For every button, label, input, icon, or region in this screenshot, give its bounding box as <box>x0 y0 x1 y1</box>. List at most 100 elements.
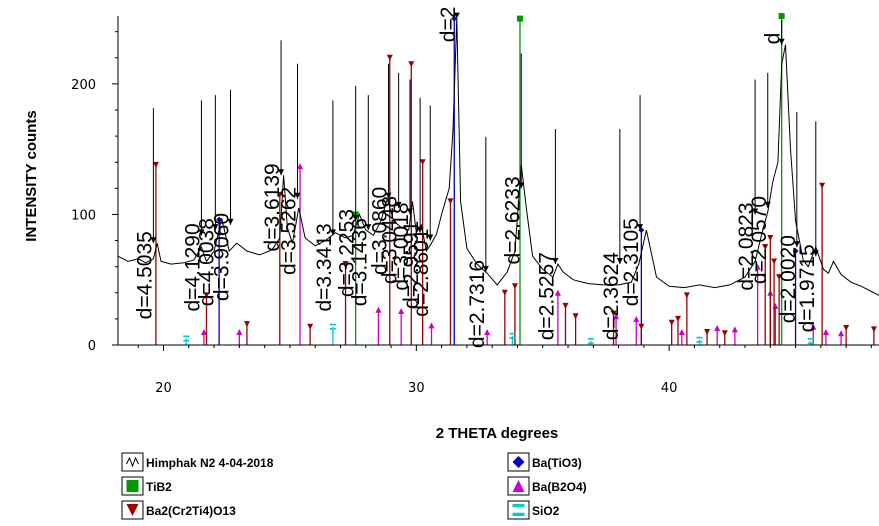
peak-marker-label: d=3.0448 <box>379 196 402 284</box>
peak-marker-label: d=2.6233 <box>501 176 524 264</box>
ref-symbol-ba2-cr2ti4-o13 <box>408 61 415 68</box>
peak-marker-arrow <box>395 201 402 208</box>
ref-symbol-ba2-cr2ti4-o13 <box>721 330 728 337</box>
ref-symbol-ba-b2o4 <box>554 289 561 296</box>
legend-label: SiO2 <box>532 504 560 518</box>
ref-symbol-ba-b2o4 <box>398 308 405 315</box>
peak-marker-arrow <box>552 258 559 265</box>
peak-marker-arrow <box>616 258 623 265</box>
ref-symbol-ba-b2o4 <box>428 322 435 329</box>
peak-marker-label: d=2 <box>437 7 460 43</box>
x-tick-label: 30 <box>408 381 425 396</box>
legend-box <box>507 500 530 520</box>
legend-symbol-hline <box>512 504 525 516</box>
ref-symbol-ba-b2o4 <box>731 326 738 333</box>
ref-symbol-ba2-cr2ti4-o13 <box>675 315 682 322</box>
peak-marker-arrow <box>793 241 800 248</box>
ref-symbol-ba-b2o4 <box>838 330 845 337</box>
peak-marker-arrow <box>752 208 759 215</box>
ref-symbol-ba2-cr2ti4-o13 <box>511 283 518 290</box>
peak-marker-arrow <box>150 237 157 244</box>
x-axis-title: 2 THETA degrees <box>436 425 559 442</box>
peak-marker-arrow <box>778 38 785 45</box>
peak-marker-label: d=3.1436 <box>348 218 371 306</box>
ref-symbol-ba-b2o4 <box>754 263 761 270</box>
peak-marker-arrow <box>278 169 285 176</box>
peak-marker-arrow <box>637 224 644 231</box>
peak-marker-arrow <box>227 218 234 225</box>
ref-symbol-ba2-cr2ti4-o13 <box>683 292 690 299</box>
ref-symbol-ba-b2o4 <box>297 163 304 170</box>
axes-layer: 20 30 40 0 100 200 <box>71 16 879 396</box>
ref-symbol-ba-b2o4 <box>633 315 640 322</box>
ref-symbol-ba2-cr2ti4-o13 <box>307 323 314 330</box>
x-tick-label: 40 <box>661 381 678 396</box>
ref-symbol-ba2-cr2ti4-o13 <box>501 289 508 296</box>
ref-symbol-ba-b2o4 <box>200 328 207 335</box>
ref-symbol-ba2-cr2ti4-o13 <box>386 54 393 61</box>
y-tick-label: 0 <box>88 339 96 354</box>
ref-symbol-sio2 <box>183 335 190 342</box>
ref-symbol-ba2-cr2ti4-o13 <box>203 292 210 299</box>
series-line-pattern <box>117 18 879 296</box>
legend: Himphak N2 4-04-2018 Ba(TiO3) TiB2 Ba(B2O4)… <box>121 452 587 520</box>
ref-symbol-ba2-cr2ti4-o13 <box>638 323 645 330</box>
peak-marker-label: d=3.3413 <box>313 223 336 311</box>
peak-marker-arrow <box>482 265 489 272</box>
pattern-layer <box>117 18 879 296</box>
peak-marker-arrow <box>427 234 434 241</box>
ref-symbol-ba2-cr2ti4-o13 <box>767 234 774 241</box>
ref-symbol-ba-b2o4 <box>236 328 243 335</box>
ref-symbol-ba-b2o4 <box>613 313 620 320</box>
ref-symbol-ba2-cr2ti4-o13 <box>704 328 711 335</box>
ref-symbol-ba-tio3 <box>792 248 799 254</box>
peak-marker-label: d <box>762 33 785 45</box>
peak-marker-label: d=2.8601 <box>410 229 433 317</box>
ref-symbol-ba-b2o4 <box>678 328 685 335</box>
ref-symbol-sio2 <box>807 338 814 345</box>
peak-marker-label: d=4.0038 <box>195 218 218 306</box>
ref-symbol-sio2 <box>509 332 516 339</box>
peak-marker-arrow <box>365 224 372 231</box>
legend-box <box>121 452 144 472</box>
peak-marker-label: d=4.5035 <box>133 231 156 319</box>
ref-symbol-ba-b2o4 <box>810 323 817 330</box>
legend-symbol-square <box>126 480 139 492</box>
peak-marker-label: d=2.0823 <box>735 202 758 290</box>
peak-marker-label: d=1.9715 <box>796 244 819 332</box>
ref-symbol-ba2-cr2ti4-o13 <box>447 198 454 205</box>
ref-symbol-ba2-cr2ti4-o13 <box>342 261 349 268</box>
peak-marker-arrow <box>198 229 205 236</box>
peak-marker-label: d=3.6139 <box>261 163 284 251</box>
ref-symbol-ba2-cr2ti4-o13 <box>776 274 783 281</box>
legend-label: Himphak N2 4-04-2018 <box>146 456 274 470</box>
ref-symbol-ba2-cr2ti4-o13 <box>152 161 159 168</box>
legend-label: TiB2 <box>146 480 172 494</box>
ref-symbol-ba2-cr2ti4-o13 <box>562 302 569 309</box>
ref-symbol-ba-tio3 <box>451 15 458 22</box>
legend-symbol-diamond <box>512 456 525 468</box>
y-axis-title: INTENSITY counts <box>23 110 40 241</box>
legend-symbol-triangle-down <box>126 504 139 516</box>
peak-marker-label: d=3.2253 <box>336 209 359 297</box>
peak-marker-arrow <box>294 192 301 199</box>
legend-label: Ba(TiO3) <box>532 456 582 470</box>
ref-symbol-ba2-cr2ti4-o13 <box>276 191 283 198</box>
peak-marker-label: d=2.7316 <box>466 260 489 348</box>
ref-symbol-ba-b2o4 <box>714 325 721 332</box>
ref-symbol-ba2-cr2ti4-o13 <box>870 326 877 333</box>
peak-marker-label: d=3.0018 <box>390 202 413 290</box>
peak-marker-label: d=3.5262 <box>278 187 301 275</box>
legend-label: Ba2(Cr2Ti4)O13 <box>146 504 236 518</box>
peak-marker-label: d=2.0020 <box>777 235 800 323</box>
peak-marker-label: d=2.3105 <box>620 218 643 306</box>
peak-marker-label: d=2.3624 <box>600 252 623 340</box>
ref-symbol-ba2-cr2ti4-o13 <box>572 313 579 320</box>
peak-marker-arrow <box>352 214 359 221</box>
ref-symbol-ba2-cr2ti4-o13 <box>819 182 826 189</box>
peak-marker-label: d=2.9591 <box>400 221 423 309</box>
legend-symbol-triangle-up <box>512 480 525 492</box>
y-tick-label: 200 <box>71 78 96 93</box>
